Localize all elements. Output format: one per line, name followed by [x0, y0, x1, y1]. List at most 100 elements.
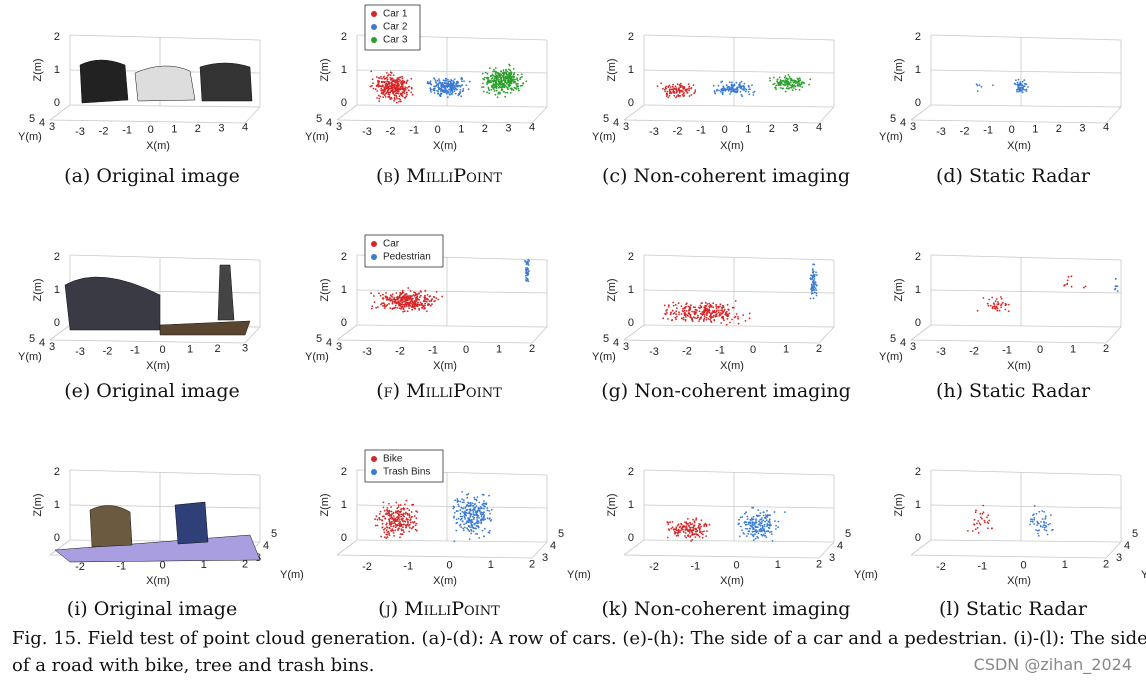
axis-frame [930, 34, 1122, 41]
point [753, 528, 755, 530]
x-tick-label: 2 [1103, 343, 1109, 355]
point [1023, 79, 1026, 81]
point [695, 311, 697, 313]
point [452, 82, 455, 85]
point [461, 491, 463, 493]
point [402, 80, 404, 82]
point [678, 87, 680, 89]
point [486, 507, 489, 509]
legend-label: Pedestrian [383, 252, 431, 263]
point [493, 86, 496, 89]
point [671, 526, 674, 529]
point [391, 293, 394, 296]
point [379, 518, 381, 521]
axis-frame [910, 539, 932, 556]
point [410, 86, 413, 89]
point [1051, 529, 1053, 532]
point [758, 520, 761, 523]
point [809, 78, 812, 81]
point [734, 300, 737, 302]
point [503, 79, 506, 81]
point [798, 82, 800, 85]
point [673, 312, 676, 314]
point [415, 529, 418, 532]
point [400, 80, 403, 83]
point [406, 87, 408, 89]
point [430, 304, 432, 307]
point [782, 83, 785, 86]
x-tick-label: 4 [1103, 122, 1109, 134]
z-tick-label: 2 [628, 251, 634, 263]
point [396, 520, 399, 523]
subfigure-caption: (a) Original image [64, 165, 240, 187]
point [1040, 521, 1042, 523]
point [395, 301, 397, 303]
point [385, 523, 388, 526]
point [717, 84, 720, 87]
point [464, 518, 466, 520]
subfigure-caption: (e) Original image [64, 380, 240, 402]
subfigure-caption: (k) Non-coherent imaging [602, 598, 851, 620]
point [486, 509, 489, 512]
point [786, 83, 788, 86]
point [457, 500, 460, 503]
point [502, 71, 505, 74]
x-tick-label: 4 [529, 122, 535, 134]
point [776, 80, 778, 83]
x-axis-label: X(m) [1007, 575, 1031, 587]
point [400, 300, 403, 302]
z-tick-label: 2 [628, 31, 634, 43]
point [523, 260, 526, 262]
point [719, 313, 722, 316]
point [725, 88, 728, 91]
point [502, 91, 505, 93]
point [772, 83, 775, 86]
point [488, 494, 490, 497]
point [466, 496, 469, 499]
point [475, 499, 478, 502]
point [437, 84, 440, 87]
point [686, 314, 689, 316]
point [689, 316, 692, 319]
x-tick-label: 2 [816, 343, 822, 355]
x-axis-label: X(m) [720, 360, 744, 372]
point [748, 93, 751, 96]
point [525, 80, 528, 83]
point [507, 84, 510, 87]
point [463, 80, 465, 83]
point [698, 535, 701, 538]
point [472, 511, 475, 513]
point [393, 96, 396, 99]
point [1043, 521, 1046, 524]
point [976, 90, 979, 92]
point [442, 83, 444, 86]
point [745, 88, 748, 91]
point [797, 83, 799, 86]
point [673, 530, 676, 533]
point [1037, 534, 1040, 537]
axis-frame [818, 326, 835, 344]
point [480, 511, 483, 514]
point [457, 81, 459, 84]
point [703, 308, 706, 310]
point [393, 86, 396, 89]
point [405, 499, 408, 502]
x-tick-label: 3 [242, 342, 248, 354]
point [400, 508, 402, 510]
z-tick-label: 1 [628, 499, 634, 511]
point [411, 295, 414, 297]
point [403, 295, 406, 297]
x-tick-label: 2 [482, 123, 488, 135]
point [504, 80, 507, 83]
point [706, 303, 709, 305]
point [983, 519, 986, 522]
point [488, 89, 490, 91]
point [1114, 285, 1117, 288]
axis-frame [930, 324, 1122, 328]
point [735, 81, 738, 84]
point [380, 80, 383, 83]
point [758, 514, 761, 517]
point [410, 516, 413, 518]
